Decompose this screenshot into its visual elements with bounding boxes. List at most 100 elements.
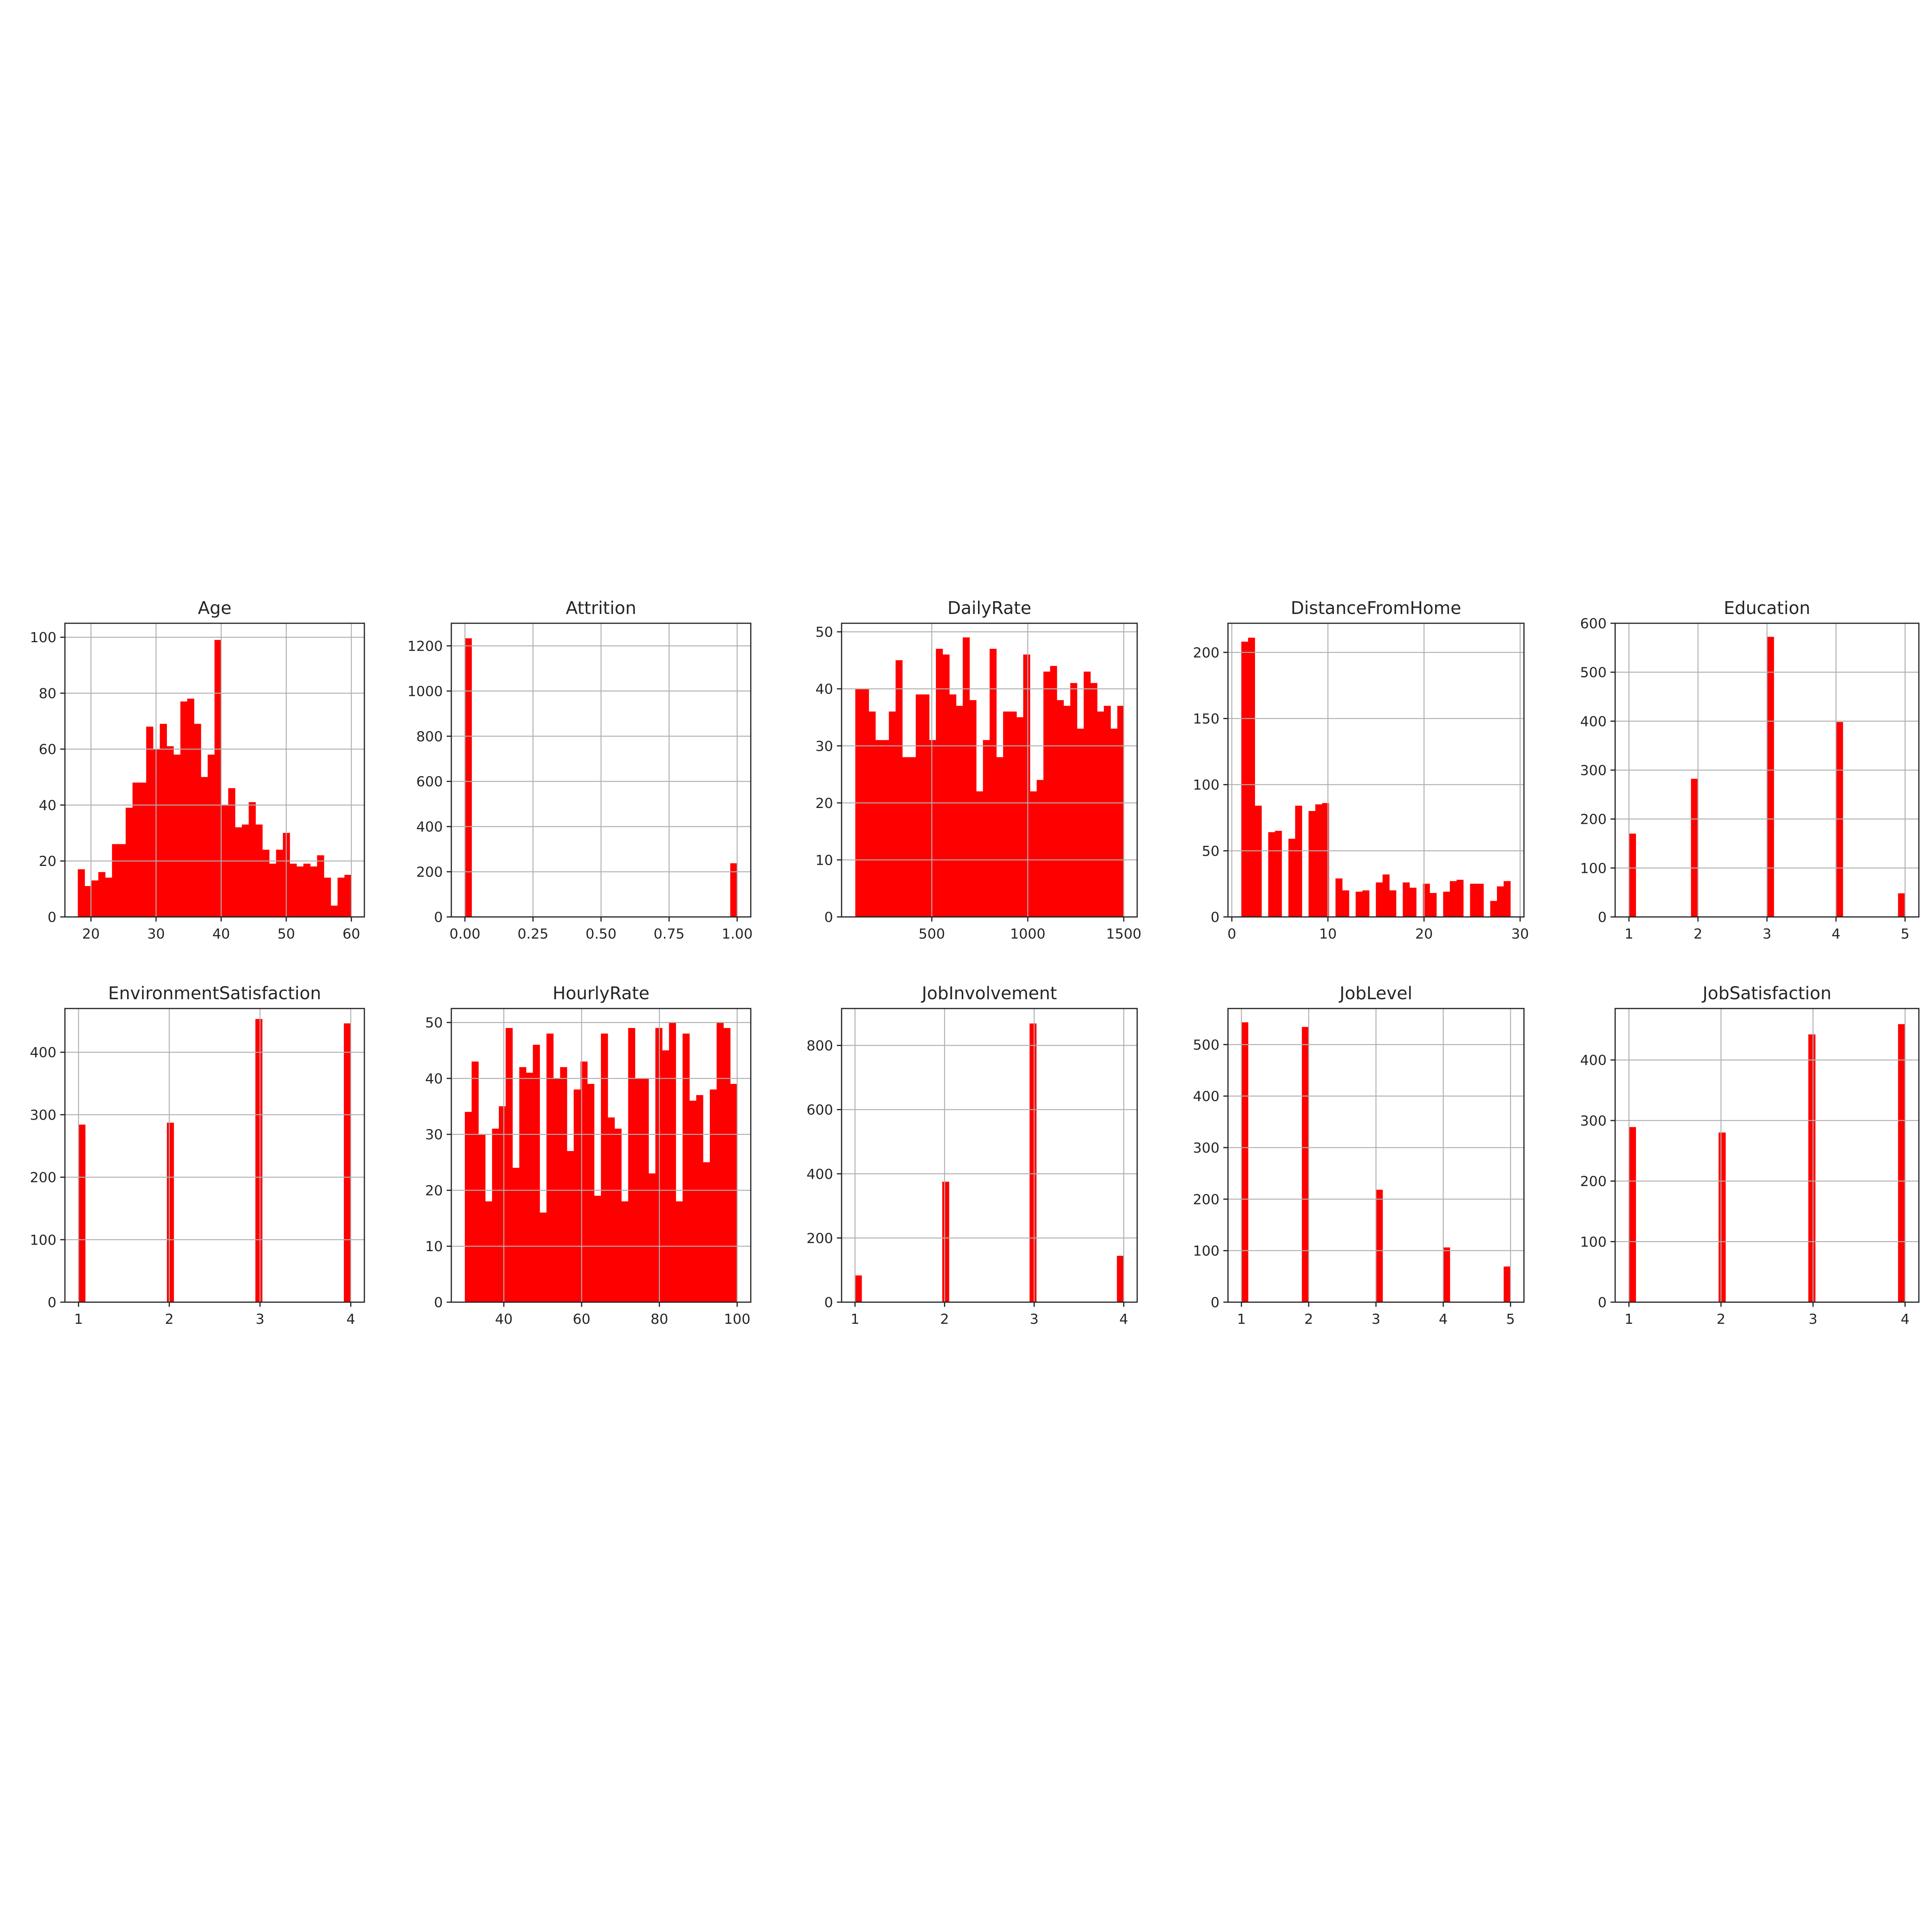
distancefromhome-bar-4 bbox=[1275, 831, 1282, 917]
distancefromhome-ytick-label-3: 150 bbox=[1193, 711, 1219, 727]
age-bar-7 bbox=[126, 808, 133, 917]
distancefromhome-bar-6 bbox=[1295, 806, 1302, 917]
panel-jobsatisfaction: 1 2 3 4 0 100 200 300 400 JobSatisfaction bbox=[1580, 983, 1920, 1327]
environmentsatisfaction-ytick-label-2: 200 bbox=[30, 1170, 56, 1186]
jobsatisfaction-ytick-label-1: 100 bbox=[1580, 1234, 1607, 1250]
jobsatisfaction-axes-frame bbox=[1614, 1008, 1920, 1303]
hourlyrate-bar-39 bbox=[730, 1084, 738, 1302]
dailyrate-bar-23 bbox=[1010, 711, 1017, 917]
distancefromhome-ytick-label-1: 50 bbox=[1202, 844, 1219, 859]
jobinvolvement-title: JobInvolvement bbox=[921, 983, 1057, 1003]
distancefromhome-bar-19 bbox=[1403, 882, 1410, 917]
jobsatisfaction-title: JobSatisfaction bbox=[1701, 983, 1831, 1003]
hourlyrate-title: HourlyRate bbox=[553, 983, 650, 1003]
attrition-bar-0 bbox=[464, 638, 472, 917]
age-bar-15 bbox=[180, 701, 188, 917]
age-xtick-label-3: 50 bbox=[277, 926, 295, 942]
dailyrate-bar-5 bbox=[889, 711, 896, 917]
hourlyrate-bar-38 bbox=[723, 1028, 731, 1302]
education-ytick-label-5: 500 bbox=[1580, 665, 1607, 681]
age-bar-8 bbox=[132, 782, 140, 917]
dailyrate-ytick-label-1: 10 bbox=[815, 852, 833, 868]
jobsatisfaction-ytick-label-0: 0 bbox=[1598, 1295, 1607, 1311]
panel-education: 1 2 3 4 5 0 100 200 300 400 500 600 Education bbox=[1580, 598, 1920, 942]
joblevel-grid bbox=[1228, 1009, 1524, 1303]
age-bar-20 bbox=[214, 640, 222, 917]
education-xtick-label-2: 3 bbox=[1763, 926, 1772, 942]
dailyrate-bar-7 bbox=[902, 757, 910, 917]
dailyrate-bar-39 bbox=[1117, 706, 1124, 917]
dailyrate-xtick-label-1: 1000 bbox=[1010, 926, 1046, 942]
environmentsatisfaction-bar-1 bbox=[167, 1122, 174, 1302]
age-bar-22 bbox=[228, 788, 235, 917]
hourlyrate-bar-8 bbox=[519, 1067, 527, 1302]
education-xtick-label-3: 4 bbox=[1832, 926, 1840, 942]
joblevel-ytick-label-1: 100 bbox=[1193, 1243, 1219, 1259]
dailyrate-bar-29 bbox=[1050, 666, 1057, 917]
dailyrate-bar-10 bbox=[922, 694, 930, 917]
jobsatisfaction-bar-1 bbox=[1718, 1132, 1726, 1302]
hourlyrate-bar-23 bbox=[621, 1201, 629, 1302]
dailyrate-bar-24 bbox=[1016, 717, 1024, 917]
distancefromhome-bar-11 bbox=[1335, 878, 1343, 917]
panel-hourlyrate: 40 60 80 100 0 10 20 30 40 50 HourlyRate bbox=[425, 983, 752, 1327]
jobsatisfaction-xtick-label-2: 3 bbox=[1809, 1311, 1818, 1327]
dailyrate-bar-34 bbox=[1083, 672, 1091, 917]
age-bar-38 bbox=[337, 878, 345, 917]
age-ytick-label-0: 0 bbox=[48, 910, 56, 925]
jobinvolvement-ytick-label-4: 800 bbox=[806, 1038, 833, 1054]
age-bars bbox=[78, 640, 352, 917]
jobinvolvement-bars bbox=[855, 1023, 1124, 1302]
hourlyrate-xtick-label-3: 100 bbox=[724, 1311, 750, 1327]
dailyrate-bar-22 bbox=[1003, 711, 1010, 917]
distancefromhome-bar-26 bbox=[1470, 884, 1477, 917]
panel-environmentsatisfaction: 1 2 3 4 0 100 200 300 400 EnvironmentSatisfaction bbox=[30, 983, 365, 1327]
education-xtick-label-1: 2 bbox=[1694, 926, 1702, 942]
age-ytick-label-5: 100 bbox=[30, 630, 56, 646]
age-xtick-label-1: 30 bbox=[147, 926, 165, 942]
distancefromhome-ytick-label-2: 100 bbox=[1193, 777, 1219, 793]
hourlyrate-bar-19 bbox=[594, 1196, 601, 1302]
hourlyrate-xtick-label-1: 60 bbox=[573, 1311, 590, 1327]
joblevel-bar-3 bbox=[1443, 1247, 1450, 1302]
distancefromhome-bar-13 bbox=[1355, 891, 1363, 917]
hourlyrate-axes-frame bbox=[451, 1008, 752, 1303]
dailyrate-axes-frame bbox=[841, 622, 1138, 918]
jobinvolvement-xtick-label-3: 4 bbox=[1119, 1311, 1128, 1327]
age-bar-11 bbox=[153, 749, 160, 917]
panel-distancefromhome: 0 10 20 30 0 50 100 150 200 DistanceFromHome bbox=[1193, 598, 1529, 942]
dailyrate-bar-36 bbox=[1097, 711, 1104, 917]
attrition-xtick-label-4: 1.00 bbox=[722, 926, 753, 942]
age-ytick-label-4: 80 bbox=[39, 686, 56, 702]
distancefromhome-bar-14 bbox=[1362, 890, 1369, 917]
dailyrate-bar-30 bbox=[1057, 700, 1064, 917]
age-bar-14 bbox=[173, 754, 181, 917]
age-bar-23 bbox=[235, 827, 242, 917]
hourlyrate-bar-36 bbox=[710, 1089, 717, 1302]
age-bar-32 bbox=[296, 866, 304, 917]
attrition-grid bbox=[451, 623, 751, 918]
environmentsatisfaction-xtick-label-0: 1 bbox=[74, 1311, 83, 1327]
distancefromhome-axes-frame bbox=[1227, 622, 1525, 918]
attrition-xtick-label-3: 0.75 bbox=[654, 926, 685, 942]
attrition-xtick-label-2: 0.50 bbox=[585, 926, 616, 942]
joblevel-ytick-label-4: 400 bbox=[1193, 1089, 1219, 1105]
attrition-xtick-label-1: 0.25 bbox=[517, 926, 548, 942]
distancefromhome-bar-9 bbox=[1315, 804, 1323, 917]
dailyrate-bar-15 bbox=[956, 706, 963, 917]
dailyrate-xtick-label-2: 1500 bbox=[1106, 926, 1141, 942]
distancefromhome-bar-30 bbox=[1503, 881, 1511, 917]
age-bar-39 bbox=[344, 875, 352, 917]
education-ytick-label-0: 0 bbox=[1598, 910, 1607, 925]
dailyrate-title: DailyRate bbox=[947, 598, 1031, 618]
dailyrate-ytick-label-0: 0 bbox=[824, 910, 833, 925]
jobinvolvement-ytick-label-3: 600 bbox=[806, 1102, 833, 1118]
education-ytick-label-6: 600 bbox=[1580, 616, 1607, 632]
joblevel-ytick-label-5: 500 bbox=[1193, 1037, 1219, 1053]
distancefromhome-bar-22 bbox=[1429, 893, 1437, 917]
dailyrate-ytick-label-4: 40 bbox=[815, 682, 833, 697]
age-bar-19 bbox=[207, 754, 215, 917]
attrition-ytick-label-5: 1000 bbox=[407, 684, 443, 699]
jobinvolvement-xtick-label-2: 3 bbox=[1030, 1311, 1039, 1327]
